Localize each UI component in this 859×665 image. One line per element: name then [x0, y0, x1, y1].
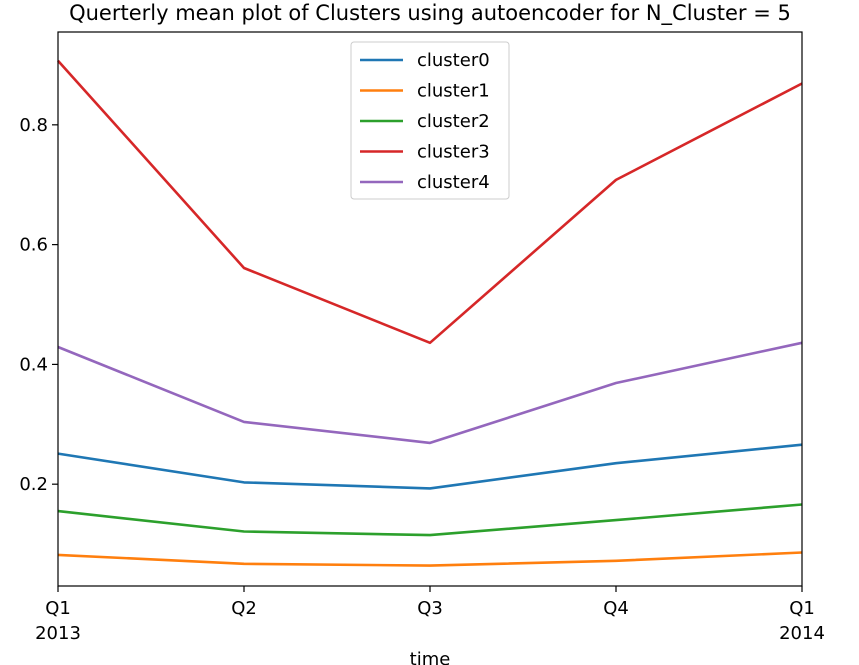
legend-label-cluster2: cluster2 — [417, 111, 490, 132]
x-tick-label: Q2 — [231, 598, 257, 619]
x-tick-label: Q1 — [789, 598, 815, 619]
x-tick-label: Q4 — [603, 598, 629, 619]
y-tick-label: 0.2 — [19, 474, 48, 495]
plot-frame — [57, 31, 803, 587]
x-tick-label: Q1 — [45, 598, 71, 619]
legend-label-cluster0: cluster0 — [417, 50, 490, 71]
legend-label-cluster3: cluster3 — [417, 142, 490, 163]
series-lines — [57, 59, 803, 567]
legend-label-cluster4: cluster4 — [417, 172, 490, 193]
x-axis: Q1 2013 Q2 Q3 Q4 Q1 2014 — [35, 586, 825, 644]
x-tick-year-label: 2014 — [779, 623, 825, 644]
x-axis-label: time — [410, 649, 451, 665]
series-line-cluster3 — [57, 59, 803, 345]
legend: cluster0 cluster1 cluster2 cluster3 cluster4 — [350, 41, 510, 200]
x-tick-label: Q3 — [417, 598, 443, 619]
series-line-cluster0 — [57, 443, 803, 490]
chart-title: Querterly mean plot of Clusters using au… — [69, 1, 791, 26]
y-tick-label: 0.8 — [19, 115, 48, 136]
y-tick-label: 0.4 — [19, 354, 48, 375]
series-line-cluster4 — [57, 341, 803, 445]
legend-label-cluster1: cluster1 — [417, 81, 490, 102]
y-axis: 0.2 0.4 0.6 0.8 — [19, 115, 58, 495]
x-tick-year-label: 2013 — [35, 623, 81, 644]
legend-box — [350, 41, 510, 200]
y-tick-label: 0.6 — [19, 235, 48, 256]
series-line-cluster1 — [57, 551, 803, 567]
series-line-cluster2 — [57, 503, 803, 537]
